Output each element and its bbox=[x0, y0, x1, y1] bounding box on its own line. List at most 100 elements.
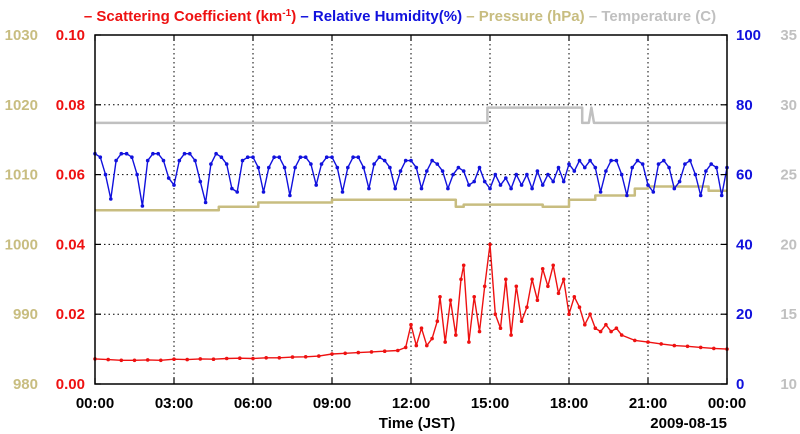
scattering-coefficient-point bbox=[106, 357, 110, 362]
axes-layer: 00:00 03:00 06:00 09:00 12:00 15:00 18:00 21:00… bbox=[5, 27, 797, 412]
relative-humidity-point bbox=[166, 176, 171, 180]
scattering-coefficient-point bbox=[509, 333, 513, 337]
temperature-tick-label: 25 bbox=[780, 167, 797, 184]
scattering-coefficient-point bbox=[583, 322, 587, 327]
temperature-line bbox=[95, 106, 727, 125]
relative-humidity-point bbox=[477, 165, 482, 170]
x-tick-label: 09:00 bbox=[313, 395, 351, 412]
scattering-coefficient-point bbox=[198, 357, 203, 361]
legend-scattering-suffix: ) bbox=[291, 8, 296, 25]
relative-humidity-point bbox=[124, 151, 129, 156]
relative-humidity-point bbox=[677, 179, 682, 184]
scattering-coefficient-point bbox=[443, 340, 448, 344]
relative-humidity-point bbox=[688, 158, 692, 163]
relative-humidity-point bbox=[425, 169, 429, 173]
scattering-coefficient-point bbox=[546, 284, 550, 289]
scattering-coefficient-point bbox=[403, 345, 408, 350]
relative-humidity-point bbox=[267, 165, 271, 170]
scattering-coefficient-point bbox=[277, 356, 282, 360]
relative-humidity-point bbox=[282, 165, 287, 170]
pressure-tick-label: 990 bbox=[13, 306, 38, 323]
scattering-coefficient-point bbox=[211, 357, 216, 362]
legend: – Scattering Coefficient (km-1) – Relati… bbox=[84, 8, 716, 26]
scattering-tick-label: 0.10 bbox=[56, 27, 85, 44]
scattering-coefficient-point bbox=[419, 326, 424, 331]
x-tick-label: 00:00 bbox=[708, 395, 746, 412]
relative-humidity-point bbox=[630, 165, 634, 170]
relative-humidity-point bbox=[619, 172, 624, 177]
relative-humidity-point bbox=[388, 165, 392, 170]
scattering-coefficient-point bbox=[382, 349, 387, 354]
relative-humidity-point bbox=[709, 162, 713, 166]
relative-humidity-point bbox=[140, 204, 145, 208]
x-tick-label: 12:00 bbox=[392, 395, 430, 412]
relative-humidity-point bbox=[219, 155, 224, 159]
scattering-tick-label: 0.00 bbox=[56, 376, 85, 393]
scattering-coefficient-point bbox=[633, 338, 637, 343]
scattering-coefficient-point bbox=[598, 329, 603, 334]
pressure-line bbox=[95, 185, 727, 212]
relative-humidity-point bbox=[498, 183, 503, 187]
relative-humidity-point bbox=[240, 158, 245, 163]
relative-humidity-point bbox=[156, 151, 160, 156]
relative-humidity-point bbox=[451, 172, 455, 177]
relative-humidity-point bbox=[546, 172, 550, 177]
scattering-coefficient-point bbox=[504, 277, 508, 282]
scattering-coefficient-point bbox=[238, 356, 242, 361]
scattering-coefficient-point bbox=[430, 336, 434, 341]
pressure-tick-label: 1010 bbox=[5, 167, 38, 184]
scattering-coefficient-point bbox=[614, 326, 619, 331]
humidity-tick-label: 60 bbox=[736, 167, 753, 184]
scattering-coefficient-point bbox=[132, 358, 137, 363]
relative-humidity-point bbox=[103, 172, 108, 177]
scattering-coefficient-point bbox=[264, 356, 269, 360]
date-label: 2009-08-15 bbox=[650, 415, 727, 432]
humidity-tick-label: 100 bbox=[736, 27, 761, 44]
relative-humidity-point bbox=[646, 183, 650, 187]
scattering-coefficient-point bbox=[330, 352, 334, 356]
relative-humidity-point bbox=[556, 165, 561, 170]
scattering-coefficient-point bbox=[472, 295, 477, 299]
scattering-tick-label: 0.08 bbox=[56, 97, 85, 114]
relative-humidity-point bbox=[667, 165, 671, 170]
legend-temperature-prefix: – bbox=[589, 8, 597, 25]
scattering-coefficient-point bbox=[119, 358, 124, 363]
relative-humidity-point bbox=[130, 155, 134, 159]
scattering-tick-label: 0.06 bbox=[56, 167, 85, 184]
relative-humidity-point bbox=[719, 193, 724, 198]
relative-humidity-point bbox=[319, 162, 324, 166]
scattering-coefficient-point bbox=[172, 357, 176, 362]
scattering-coefficient-point bbox=[145, 358, 150, 362]
x-tick-label: 00:00 bbox=[76, 395, 114, 412]
scattering-coefficient-point bbox=[572, 295, 577, 299]
scattering-coefficient-point bbox=[535, 298, 540, 303]
relative-humidity-point bbox=[224, 162, 229, 166]
relative-humidity-point bbox=[698, 193, 703, 198]
scattering-coefficient-point bbox=[593, 326, 598, 331]
scattering-coefficient-point bbox=[577, 305, 582, 310]
scattering-coefficient-line bbox=[94, 243, 728, 361]
relative-humidity-point bbox=[662, 158, 666, 163]
humidity-tick-label: 40 bbox=[736, 236, 753, 253]
scattering-coefficient-point bbox=[519, 319, 524, 324]
legend-scattering-sup: -1 bbox=[282, 8, 291, 19]
temperature-tick-label: 30 bbox=[780, 97, 797, 114]
relative-humidity-point bbox=[525, 172, 529, 177]
x-tick-label: 15:00 bbox=[471, 395, 509, 412]
relative-humidity-point bbox=[335, 165, 340, 170]
relative-humidity-point bbox=[256, 165, 261, 170]
legend-humidity-name: Relative Humidity(%) bbox=[313, 8, 462, 25]
relative-humidity-point bbox=[361, 165, 366, 170]
relative-humidity-point bbox=[414, 165, 419, 170]
relative-humidity-point bbox=[235, 190, 239, 194]
relative-humidity-point bbox=[182, 151, 187, 156]
legend-pressure-prefix: – bbox=[466, 8, 474, 25]
relative-humidity-point bbox=[635, 158, 640, 163]
relative-humidity-point bbox=[509, 186, 513, 191]
scattering-coefficient-point bbox=[609, 329, 613, 334]
scattering-coefficient-point bbox=[659, 342, 663, 346]
relative-humidity-point bbox=[277, 155, 282, 159]
relative-humidity-point bbox=[598, 190, 603, 194]
relative-humidity-point bbox=[272, 155, 276, 159]
